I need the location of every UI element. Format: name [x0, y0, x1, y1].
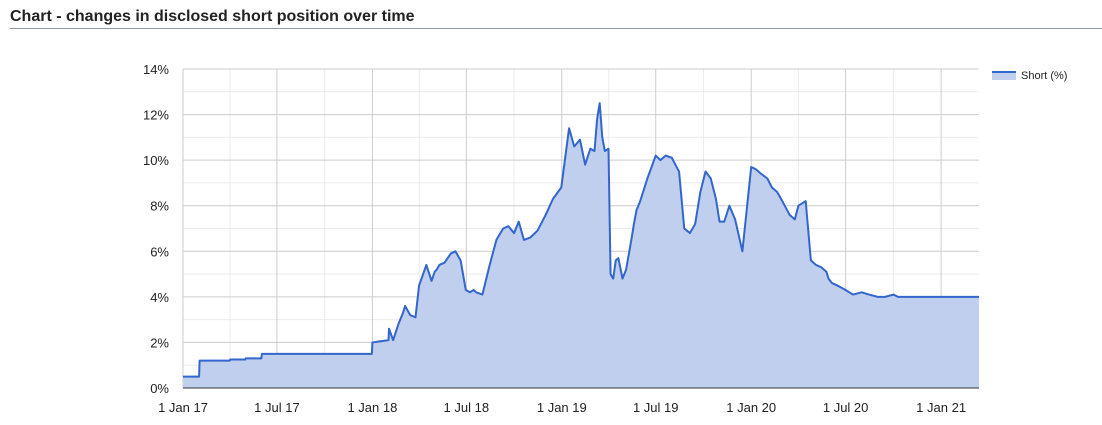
x-tick-label: 1 Jan 18 — [347, 400, 397, 415]
y-tick-label: 4% — [150, 290, 169, 305]
series-area-short — [183, 103, 979, 389]
y-tick-label: 10% — [143, 153, 169, 168]
y-tick-label: 6% — [150, 244, 169, 259]
x-tick-label: 1 Jan 19 — [537, 400, 587, 415]
x-tick-label: 1 Jul 20 — [823, 400, 869, 415]
x-tick-label: 1 Jan 21 — [916, 400, 966, 415]
legend-swatch-area — [992, 72, 1016, 80]
x-tick-label: 1 Jul 18 — [444, 400, 490, 415]
x-tick-label: 1 Jul 17 — [254, 400, 300, 415]
y-tick-label: 8% — [150, 199, 169, 214]
x-tick-label: 1 Jan 20 — [726, 400, 776, 415]
chart-header: Chart - changes in disclosed short posit… — [10, 6, 1102, 29]
y-tick-label: 12% — [143, 108, 169, 123]
x-tick-label: 1 Jan 17 — [158, 400, 208, 415]
page-title: Chart - changes in disclosed short posit… — [10, 8, 415, 25]
y-tick-label: 2% — [150, 335, 169, 350]
y-tick-label: 0% — [150, 381, 169, 396]
y-tick-label: 14% — [143, 62, 169, 77]
series-line-short — [183, 102, 979, 378]
x-tick-label: 1 Jul 19 — [633, 400, 679, 415]
legend-label-short: Short (%) — [1021, 70, 1067, 82]
